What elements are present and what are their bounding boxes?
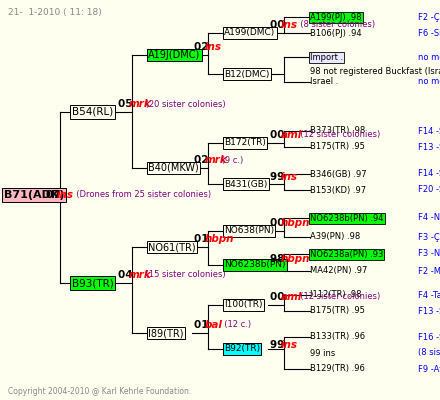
Text: A39(PN) .98: A39(PN) .98 <box>310 232 360 242</box>
Text: (15 sister colonies): (15 sister colonies) <box>143 270 226 280</box>
Text: A199(DMC): A199(DMC) <box>224 28 275 38</box>
Text: 00: 00 <box>270 20 288 30</box>
Text: 99: 99 <box>270 340 288 350</box>
Text: (12 sister colonies): (12 sister colonies) <box>295 130 380 140</box>
Text: F3 -NO6294R: F3 -NO6294R <box>418 250 440 258</box>
Text: 02: 02 <box>194 42 212 52</box>
Text: NO61(TR): NO61(TR) <box>148 242 196 252</box>
Text: aml: aml <box>281 130 302 140</box>
Text: NO6238b(PN): NO6238b(PN) <box>224 260 286 270</box>
Text: (8 sister colonies): (8 sister colonies) <box>295 20 375 30</box>
Text: B153(KD) .97: B153(KD) .97 <box>310 186 366 194</box>
Text: ins: ins <box>281 172 297 182</box>
Text: F4 -NO6294R: F4 -NO6294R <box>418 214 440 222</box>
Text: NO6238b(PN) .94: NO6238b(PN) .94 <box>310 214 384 222</box>
Text: NO6238a(PN) .93: NO6238a(PN) .93 <box>310 250 383 258</box>
Text: F14 -Sinop72R: F14 -Sinop72R <box>418 126 440 136</box>
Text: I89(TR): I89(TR) <box>148 328 183 338</box>
Text: (8 sister colonies): (8 sister colonies) <box>418 348 440 358</box>
Text: I100(TR): I100(TR) <box>224 300 263 310</box>
Text: 02: 02 <box>194 155 212 165</box>
Text: 99 ins: 99 ins <box>310 348 335 358</box>
Text: F4 -Takab93aR: F4 -Takab93aR <box>418 290 440 300</box>
Text: 21-  1-2010 ( 11: 18): 21- 1-2010 ( 11: 18) <box>8 8 102 17</box>
Text: F13 -Sinop72R: F13 -Sinop72R <box>418 142 440 152</box>
Text: Import .: Import . <box>310 52 343 62</box>
Text: 98: 98 <box>270 254 288 264</box>
Text: F6 -SinopEgg86R: F6 -SinopEgg86R <box>418 28 440 38</box>
Text: aml: aml <box>281 292 302 302</box>
Text: B93(TR): B93(TR) <box>72 278 114 288</box>
Text: F3 -Çankiri96R: F3 -Çankiri96R <box>418 232 440 242</box>
Text: I112(TR) .98: I112(TR) .98 <box>310 290 362 300</box>
Text: 04: 04 <box>118 270 136 280</box>
Text: 07: 07 <box>46 190 64 200</box>
Text: ins: ins <box>205 42 222 52</box>
Text: F9 -Atlas85R: F9 -Atlas85R <box>418 364 440 374</box>
Text: 98 not registered Buckfast (Israel or: 98 not registered Buckfast (Israel or <box>310 66 440 76</box>
Text: B106(PJ) .94: B106(PJ) .94 <box>310 28 362 38</box>
Text: F2 -Çankiri97R: F2 -Çankiri97R <box>418 12 440 22</box>
Text: mrk: mrk <box>128 270 151 280</box>
Text: F14 -Sinop72R: F14 -Sinop72R <box>418 170 440 178</box>
Text: 01: 01 <box>194 234 212 244</box>
Text: B172(TR): B172(TR) <box>224 138 266 148</box>
Text: A199(PJ) .98: A199(PJ) .98 <box>310 12 362 22</box>
Text: Israel .: Israel . <box>310 78 338 86</box>
Text: B175(TR) .95: B175(TR) .95 <box>310 306 365 316</box>
Text: B54(RL): B54(RL) <box>72 107 113 117</box>
Text: no more: no more <box>418 52 440 62</box>
Text: hbpn: hbpn <box>281 218 310 228</box>
Text: ins: ins <box>57 190 73 200</box>
Text: B175(TR) .95: B175(TR) .95 <box>310 142 365 152</box>
Text: mrk: mrk <box>205 155 227 165</box>
Text: A19J(DMC): A19J(DMC) <box>148 50 200 60</box>
Text: F13 -Sinop72R: F13 -Sinop72R <box>418 306 440 316</box>
Text: B71(ADK): B71(ADK) <box>4 190 65 200</box>
Text: mrk: mrk <box>128 99 151 109</box>
Text: ins: ins <box>281 340 297 350</box>
Text: 99: 99 <box>270 172 288 182</box>
Text: NO638(PN): NO638(PN) <box>224 226 274 236</box>
Text: F2 -Maced95R: F2 -Maced95R <box>418 266 440 276</box>
Text: B40(MKW): B40(MKW) <box>148 163 199 173</box>
Text: (12 c.): (12 c.) <box>219 320 251 330</box>
Text: 01: 01 <box>194 320 212 330</box>
Text: hbpn: hbpn <box>205 234 234 244</box>
Text: ins: ins <box>281 20 297 30</box>
Text: MA42(PN) .97: MA42(PN) .97 <box>310 266 367 276</box>
Text: 00: 00 <box>270 130 288 140</box>
Text: Copyright 2004-2010 @ Karl Kehrle Foundation.: Copyright 2004-2010 @ Karl Kehrle Founda… <box>8 387 191 396</box>
Text: 00: 00 <box>270 218 288 228</box>
Text: B431(GB): B431(GB) <box>224 180 268 188</box>
Text: hbpn: hbpn <box>281 254 310 264</box>
Text: B373(TR) .98: B373(TR) .98 <box>310 126 365 136</box>
Text: B12(DMC): B12(DMC) <box>224 70 269 78</box>
Text: (Drones from 25 sister colonies): (Drones from 25 sister colonies) <box>71 190 211 200</box>
Text: F20 -Sinop62R: F20 -Sinop62R <box>418 186 440 194</box>
Text: (20 sister colonies): (20 sister colonies) <box>143 100 226 108</box>
Text: B346(GB) .97: B346(GB) .97 <box>310 170 367 178</box>
Text: (12 sister colonies): (12 sister colonies) <box>295 292 380 302</box>
Text: 05: 05 <box>118 99 136 109</box>
Text: B129(TR) .96: B129(TR) .96 <box>310 364 365 374</box>
Text: 00: 00 <box>270 292 288 302</box>
Text: B92(TR): B92(TR) <box>224 344 260 354</box>
Text: (9 c.): (9 c.) <box>219 156 243 164</box>
Text: F16 -Sinop62R: F16 -Sinop62R <box>418 332 440 342</box>
Text: B133(TR) .96: B133(TR) .96 <box>310 332 365 342</box>
Text: bal: bal <box>205 320 223 330</box>
Text: no more: no more <box>418 78 440 86</box>
